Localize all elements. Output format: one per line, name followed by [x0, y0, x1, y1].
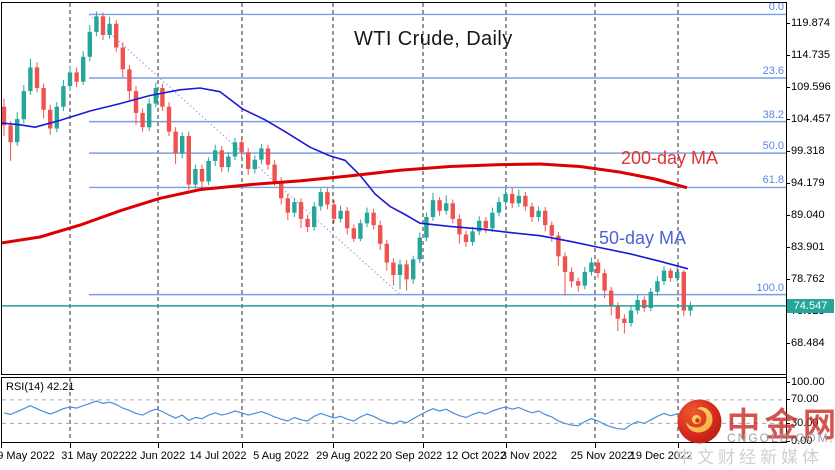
price-tick-label: 119.874	[791, 16, 830, 29]
watermark-domain: CNGOLD.COM.CN	[727, 431, 835, 445]
watermark-tagline: 中文财经新媒体	[676, 448, 823, 467]
date-tick-label: 3 Nov 2022	[500, 450, 558, 462]
fib-level-label: 23.6	[762, 64, 784, 77]
fib-level-label: 0.0	[768, 1, 784, 14]
ma50-label: 50-day MA	[599, 228, 687, 248]
fib-level-label: 50.0	[762, 140, 784, 153]
rsi-axis-tick	[786, 399, 790, 401]
price-tick-label: 99.318	[791, 144, 825, 157]
price-axis-tick	[786, 118, 790, 120]
price-axis-tick	[786, 182, 790, 184]
price-axis-tick	[786, 279, 790, 281]
rsi-indicator-label: RSI(14) 42.21	[6, 381, 75, 393]
date-tick-label: 12 Oct 2022	[446, 450, 506, 462]
price-axis-tick	[786, 343, 790, 345]
time-axis-tick	[1, 443, 2, 448]
rsi-axis-tick	[786, 440, 790, 442]
watermark-brand: 中金网	[727, 406, 835, 443]
rsi-tick-label: 0.00	[791, 434, 813, 447]
watermark-logo-icon	[677, 399, 722, 444]
price-tick-label: 104.457	[791, 112, 831, 125]
main-chart-canvas[interactable]	[2, 3, 786, 373]
ma200-label: 200-day MA	[621, 148, 719, 168]
rsi-tick-label: 30.00	[791, 416, 819, 429]
time-axis-spine	[1, 442, 787, 443]
date-tick-label: 31 May 2022	[61, 450, 125, 462]
time-axis-tick	[678, 443, 679, 448]
price-tick-label: 68.484	[791, 337, 825, 350]
date-tick-label: 22 Jun 2022	[124, 450, 186, 462]
price-axis-spine	[786, 2, 787, 443]
time-axis-tick	[333, 443, 334, 448]
main-chart-frame	[1, 2, 786, 375]
price-tick-label: 83.901	[791, 241, 825, 254]
price-axis-tick	[786, 247, 790, 249]
price-axis-tick	[786, 215, 790, 217]
fib-level-label: 38.2	[762, 108, 784, 121]
price-tick-label: 114.735	[791, 48, 830, 61]
date-tick-label: 5 Aug 2022	[253, 450, 309, 462]
rsi-tick-label: 100.00	[791, 375, 825, 388]
time-axis-tick	[70, 443, 71, 448]
rsi-axis-tick	[786, 381, 790, 383]
date-tick-label: 19 Dec 2022	[629, 450, 693, 462]
time-axis-tick	[423, 443, 424, 448]
date-tick-label: 14 Jul 2022	[189, 450, 247, 462]
date-tick-label: 25 Nov 2022	[570, 450, 634, 462]
price-axis-tick	[786, 22, 790, 24]
price-axis-tick	[786, 150, 790, 152]
price-axis-tick	[786, 86, 790, 88]
chart-title: WTI Crude, Daily	[354, 28, 513, 50]
price-tick-label: 109.596	[791, 80, 831, 93]
date-tick-label: 9 May 2022	[0, 450, 55, 462]
fib-level-label: 100.0	[756, 281, 784, 294]
date-tick-label: 20 Sep 2022	[379, 450, 443, 462]
time-axis-tick	[158, 443, 159, 448]
rsi-panel-canvas[interactable]	[2, 378, 786, 441]
price-tick-label: 78.762	[791, 273, 825, 286]
rsi-axis-tick	[786, 422, 790, 424]
price-axis-tick	[786, 54, 790, 56]
fib-level-label: 61.8	[762, 174, 784, 187]
price-tick-label: 89.040	[791, 209, 825, 222]
price-tick-label: 94.179	[791, 176, 825, 189]
time-axis-tick	[506, 443, 507, 448]
time-axis-tick	[595, 443, 596, 448]
current-price-label: 74.547	[787, 299, 834, 313]
time-axis-tick	[242, 443, 243, 448]
rsi-tick-label: 70.00	[791, 393, 819, 406]
date-tick-label: 29 Aug 2022	[316, 450, 378, 462]
